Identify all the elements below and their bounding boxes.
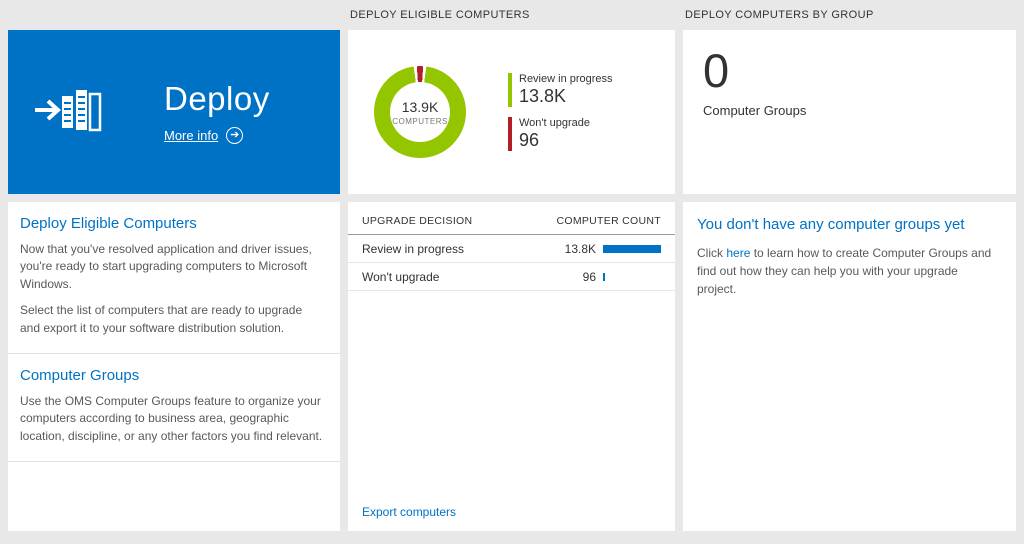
computers-by-group-column: DEPLOY COMPUTERS BY GROUP 0 Computer Gro… bbox=[683, 0, 1016, 531]
donut-center: 13.9K COMPUTERS bbox=[390, 82, 450, 142]
empty-state-text-after: to learn how to create Computer Groups a… bbox=[697, 246, 992, 296]
legend-value: 13.8K bbox=[519, 86, 567, 106]
donut-total-value: 13.9K bbox=[401, 98, 439, 115]
section-computer-groups: Computer Groups Use the OMS Computer Gro… bbox=[8, 354, 340, 461]
legend-item-review-in-progress: Review in progress 13.8K bbox=[508, 73, 613, 107]
computer-groups-count: 0 bbox=[703, 44, 730, 97]
section-paragraph: Use the OMS Computer Groups feature to o… bbox=[20, 393, 323, 443]
legend-text: Won't upgrade 96 bbox=[519, 117, 590, 151]
export-computers-link[interactable]: Export computers bbox=[362, 505, 457, 519]
row-count: 13.8K bbox=[564, 241, 596, 256]
hero-title: Deploy bbox=[164, 80, 270, 117]
dashboard-columns: Deploy More info ➔ Deploy Eligible Compu… bbox=[8, 0, 1016, 531]
count-bar bbox=[603, 272, 605, 281]
legend-color-bar-red bbox=[508, 117, 512, 151]
count-bar bbox=[603, 244, 661, 253]
more-info-label: More info bbox=[164, 128, 219, 143]
section-heading: Computer Groups bbox=[20, 366, 140, 384]
arrow-right-circle-icon: ➔ bbox=[226, 127, 244, 144]
column-header-upgrade-decision: UPGRADE DECISION bbox=[362, 215, 473, 227]
column-header-spacer bbox=[8, 0, 340, 30]
deploy-icon bbox=[32, 81, 102, 144]
legend-text: Review in progress 13.8K bbox=[519, 73, 613, 107]
here-link[interactable]: here bbox=[726, 246, 751, 260]
empty-state-heading: You don't have any computer groups yet bbox=[697, 216, 965, 233]
legend-label: Won't upgrade bbox=[519, 117, 591, 129]
count-bar-track bbox=[603, 272, 661, 281]
column-header-computer-count: COMPUTER COUNT bbox=[556, 215, 661, 227]
section-paragraph: Now that you've resolved application and… bbox=[20, 242, 312, 291]
table-row[interactable]: Won't upgrade 96 bbox=[348, 263, 675, 291]
upgrade-decision-donut-chart[interactable]: 13.9K COMPUTERS bbox=[374, 66, 466, 158]
table-row[interactable]: Review in progress 13.8K bbox=[348, 235, 675, 263]
deploy-hero-tile[interactable]: Deploy More info ➔ bbox=[8, 30, 340, 194]
column-title-computers-by-group: DEPLOY COMPUTERS BY GROUP bbox=[685, 9, 874, 21]
empty-state-text-before: Click bbox=[697, 246, 727, 260]
legend-color-bar-green bbox=[508, 73, 512, 107]
upgrade-decision-table-tile: UPGRADE DECISION COMPUTER COUNT Review i… bbox=[348, 202, 675, 531]
empty-state-text: Click here to learn how to create Comput… bbox=[697, 244, 998, 298]
section-paragraph: Select the list of computers that are re… bbox=[20, 303, 303, 335]
upgrade-decision-chart-tile: 13.9K COMPUTERS Review in progress 13.8K bbox=[348, 30, 675, 194]
row-label: Won't upgrade bbox=[362, 269, 440, 284]
row-label: Review in progress bbox=[362, 241, 465, 256]
overview-text-tile: Deploy Eligible Computers Now that you'v… bbox=[8, 202, 340, 531]
table-header-row: UPGRADE DECISION COMPUTER COUNT bbox=[348, 202, 675, 235]
column-title-deploy-eligible: DEPLOY ELIGIBLE COMPUTERS bbox=[350, 9, 530, 21]
donut-legend: Review in progress 13.8K Won't upgrade 9… bbox=[508, 73, 613, 151]
computer-groups-count-label: Computer Groups bbox=[703, 103, 807, 119]
legend-value: 96 bbox=[519, 130, 540, 150]
deploy-eligible-column: DEPLOY ELIGIBLE COMPUTERS 13.9K COMPUTER… bbox=[348, 0, 675, 531]
count-bar-track bbox=[603, 244, 661, 253]
overview-column: Deploy More info ➔ Deploy Eligible Compu… bbox=[8, 0, 340, 531]
row-value-cell: 13.8K bbox=[562, 242, 661, 256]
divider bbox=[8, 461, 340, 463]
legend-label: Review in progress bbox=[519, 73, 613, 85]
computer-groups-empty-state-tile: You don't have any computer groups yet C… bbox=[683, 202, 1016, 531]
more-info-link[interactable]: More info ➔ bbox=[164, 127, 270, 144]
hero-text: Deploy More info ➔ bbox=[164, 80, 270, 144]
donut-total-label: COMPUTERS bbox=[392, 116, 448, 126]
section-deploy-eligible: Deploy Eligible Computers Now that you'v… bbox=[8, 202, 340, 353]
divider bbox=[8, 352, 340, 354]
section-heading: Deploy Eligible Computers bbox=[20, 215, 197, 232]
legend-item-wont-upgrade: Won't upgrade 96 bbox=[508, 117, 613, 151]
row-value-cell: 96 bbox=[562, 270, 661, 284]
computer-groups-count-tile[interactable]: 0 Computer Groups bbox=[683, 30, 1016, 194]
row-count: 96 bbox=[582, 269, 596, 284]
